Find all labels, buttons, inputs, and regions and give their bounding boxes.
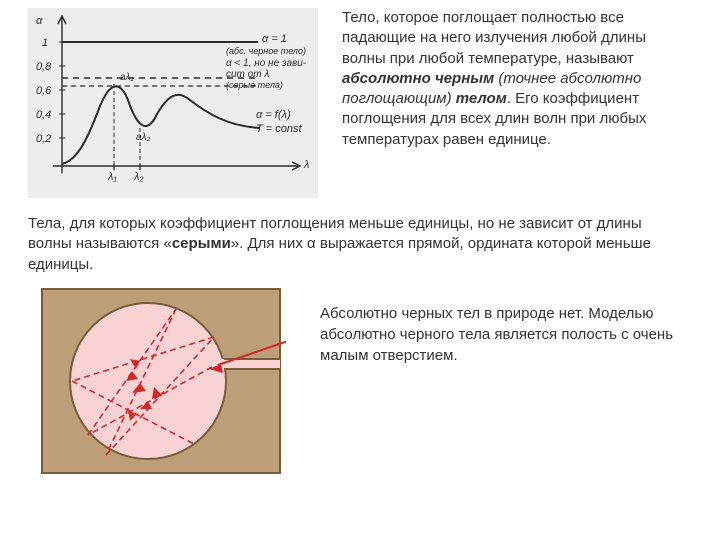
svg-text:(абс. черное тело): (абс. черное тело)	[226, 46, 306, 56]
p1-bold-a: абсолютно черным	[342, 70, 494, 87]
svg-text:0,2: 0,2	[36, 133, 51, 145]
svg-text:0,4: 0,4	[36, 109, 51, 121]
svg-text:λ₁: λ₁	[107, 171, 117, 183]
grey-bodies-paragraph: Тела, для которых коэффициент поглощения…	[0, 202, 720, 285]
svg-text:α < 1, но не зави-: α < 1, но не зави-	[226, 58, 307, 69]
p3-text: Абсолютно черных тел в природе нет. Моде…	[320, 305, 673, 364]
svg-text:(серые тела): (серые тела)	[226, 80, 283, 90]
cavity-diagram	[36, 285, 286, 481]
definition-paragraph: Тело, которое поглощает полностью все па…	[342, 8, 692, 202]
svg-text:α: α	[36, 15, 43, 27]
p1-pre: Тело, которое поглощает полностью все па…	[342, 9, 646, 67]
absorption-graph: α 1 0,8 0,6 0,4 0,2 λ	[28, 8, 318, 202]
p1-bold-b: телом	[456, 90, 507, 107]
svg-text:α = 1: α = 1	[262, 33, 287, 45]
svg-text:α = f(λ): α = f(λ)	[256, 109, 291, 121]
svg-text:0,8: 0,8	[36, 61, 52, 73]
svg-text:T = const: T = const	[256, 123, 302, 135]
svg-text:0,6: 0,6	[36, 85, 52, 97]
p2-bold: серыми	[172, 235, 231, 252]
svg-text:1: 1	[42, 37, 48, 49]
model-paragraph: Абсолютно черных тел в природе нет. Моде…	[320, 285, 692, 366]
svg-text:сит от λ: сит от λ	[226, 69, 269, 80]
svg-text:aλ₂: aλ₂	[136, 132, 150, 143]
svg-text:aλ₁: aλ₁	[120, 72, 134, 83]
svg-text:λ₂: λ₂	[133, 171, 144, 183]
svg-text:λ: λ	[303, 159, 309, 171]
